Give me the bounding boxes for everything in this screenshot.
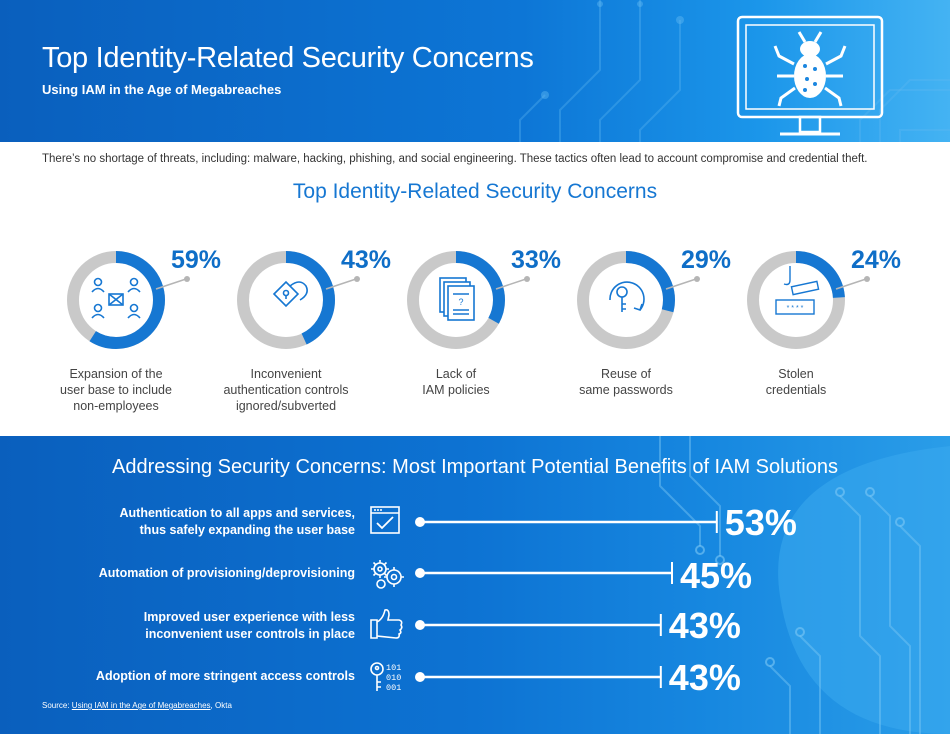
concern-item: 43% Inconvenient authentication controls… <box>223 242 408 422</box>
source-prefix: Source: <box>42 701 72 710</box>
users-network-icon <box>91 277 141 319</box>
label-line: credentials <box>765 383 827 397</box>
key-reuse-icon <box>609 281 645 312</box>
svg-text:?: ? <box>458 297 463 307</box>
concerns-section-title: Top Identity-Related Security Concerns <box>292 180 658 203</box>
circuit-board-background <box>659 436 950 734</box>
leader-dot <box>184 276 190 282</box>
concern-item: 29% Reuse of same passwords <box>568 242 748 422</box>
label-line: Improved user experience with less <box>143 610 355 624</box>
label-line: same passwords <box>579 383 673 397</box>
concern-item: 59% Expansion of the user base to includ… <box>58 242 238 422</box>
label-line: Authentication to all apps and services, <box>119 506 355 520</box>
intro-text: There’s no shortage of threats, includin… <box>42 153 868 165</box>
binary-text: 101 <box>386 663 401 673</box>
monitor-icon <box>736 15 884 136</box>
leader-dot <box>864 276 870 282</box>
phishing-password-icon: * * * * <box>775 266 820 315</box>
source-citation: Source: Using IAM in the Age of Megabrea… <box>42 701 232 710</box>
leader-line <box>495 278 527 290</box>
leader-line <box>325 278 357 290</box>
label-line: thus safely expanding the user base <box>139 523 355 537</box>
concern-percentage: 43% <box>341 246 392 274</box>
bug-icon <box>773 31 847 107</box>
header-banner: Top Identity-Related Security Concerns U… <box>0 0 950 142</box>
label-line: Reuse of <box>600 367 652 381</box>
label-line: ignored/subverted <box>235 399 337 413</box>
benefit-percentage: 43% <box>668 657 741 698</box>
concern-percentage: 59% <box>171 246 222 274</box>
leader-line <box>155 278 187 290</box>
label-line: Lack of <box>435 367 477 381</box>
donut-value-arc <box>237 251 335 349</box>
source-suffix: , Okta <box>210 701 232 710</box>
benefit-label: Improved user experience with less incon… <box>144 609 355 643</box>
leader-line <box>665 278 697 290</box>
label-line: IAM policies <box>422 383 490 397</box>
gears-icon <box>371 560 404 589</box>
leader-dot <box>694 276 700 282</box>
browser-check-icon <box>370 506 400 534</box>
concern-label: Expansion of the user base to include no… <box>31 366 201 414</box>
donut-chart <box>237 251 360 349</box>
benefits-section-title: Addressing Security Concerns: Most Impor… <box>112 456 838 478</box>
policy-document-icon: ? <box>439 277 475 321</box>
binary-text: 010 <box>386 673 401 683</box>
label-line: Adoption of more stringent access contro… <box>95 669 355 683</box>
concern-percentage: 33% <box>511 246 562 274</box>
donut-value-arc <box>67 251 165 349</box>
benefits-bar-chart <box>415 511 718 688</box>
leader-dot <box>524 276 530 282</box>
donut-chart: * * * * <box>747 251 870 349</box>
concern-item: * * * * 24% Stolen credentials <box>738 242 918 422</box>
label-line: Stolen <box>778 367 814 381</box>
benefit-percentage: 45% <box>680 555 753 596</box>
donut-value-arc <box>577 251 675 349</box>
benefit-label: Automation of provisioning/deprovisionin… <box>99 565 355 582</box>
benefits-section: Addressing Security Concerns: Most Impor… <box>0 436 950 734</box>
concern-percentage: 29% <box>681 246 732 274</box>
label-line: inconvenient user controls in place <box>145 627 355 641</box>
concern-percentage: 24% <box>851 246 902 274</box>
donut-chart <box>577 251 700 349</box>
leader-line <box>835 278 867 290</box>
page-subtitle: Using IAM in the Age of Megabreaches <box>42 82 282 97</box>
page-title: Top Identity-Related Security Concerns <box>42 42 534 74</box>
concern-label: Inconvenient authentication controls ign… <box>201 366 371 414</box>
concern-label: Lack of IAM policies <box>371 366 541 398</box>
source-link[interactable]: Using IAM in the Age of Megabreaches <box>71 701 211 710</box>
donut-value-arc <box>407 251 505 349</box>
thumbs-up-icon <box>370 609 403 639</box>
benefit-label: Authentication to all apps and services,… <box>120 505 355 539</box>
binary-text: 001 <box>386 683 401 693</box>
concern-label: Reuse of same passwords <box>541 366 711 398</box>
label-line: user base to include <box>60 383 172 397</box>
leader-dot <box>354 276 360 282</box>
donut-value-arc <box>747 251 845 349</box>
lock-icon <box>272 280 308 308</box>
svg-text:* * * *: * * * * <box>787 305 804 312</box>
concern-item: ? 33% Lack of IAM policies <box>398 242 578 422</box>
concern-label: Stolen credentials <box>711 366 881 398</box>
benefit-label: Adoption of more stringent access contro… <box>96 668 355 685</box>
key-binary-icon: 101 010 001 <box>370 662 401 693</box>
benefit-percentage: 53% <box>724 502 797 543</box>
label-line: non-employees <box>73 399 159 413</box>
donut-chart: ? <box>407 251 530 349</box>
circuit-pattern <box>519 0 950 142</box>
label-line: authentication controls <box>223 383 349 397</box>
label-line: Automation of provisioning/deprovisionin… <box>98 566 355 580</box>
label-line: Inconvenient <box>250 367 322 381</box>
benefit-percentage: 43% <box>668 605 741 646</box>
donut-chart <box>67 251 190 349</box>
label-line: Expansion of the <box>69 367 163 381</box>
